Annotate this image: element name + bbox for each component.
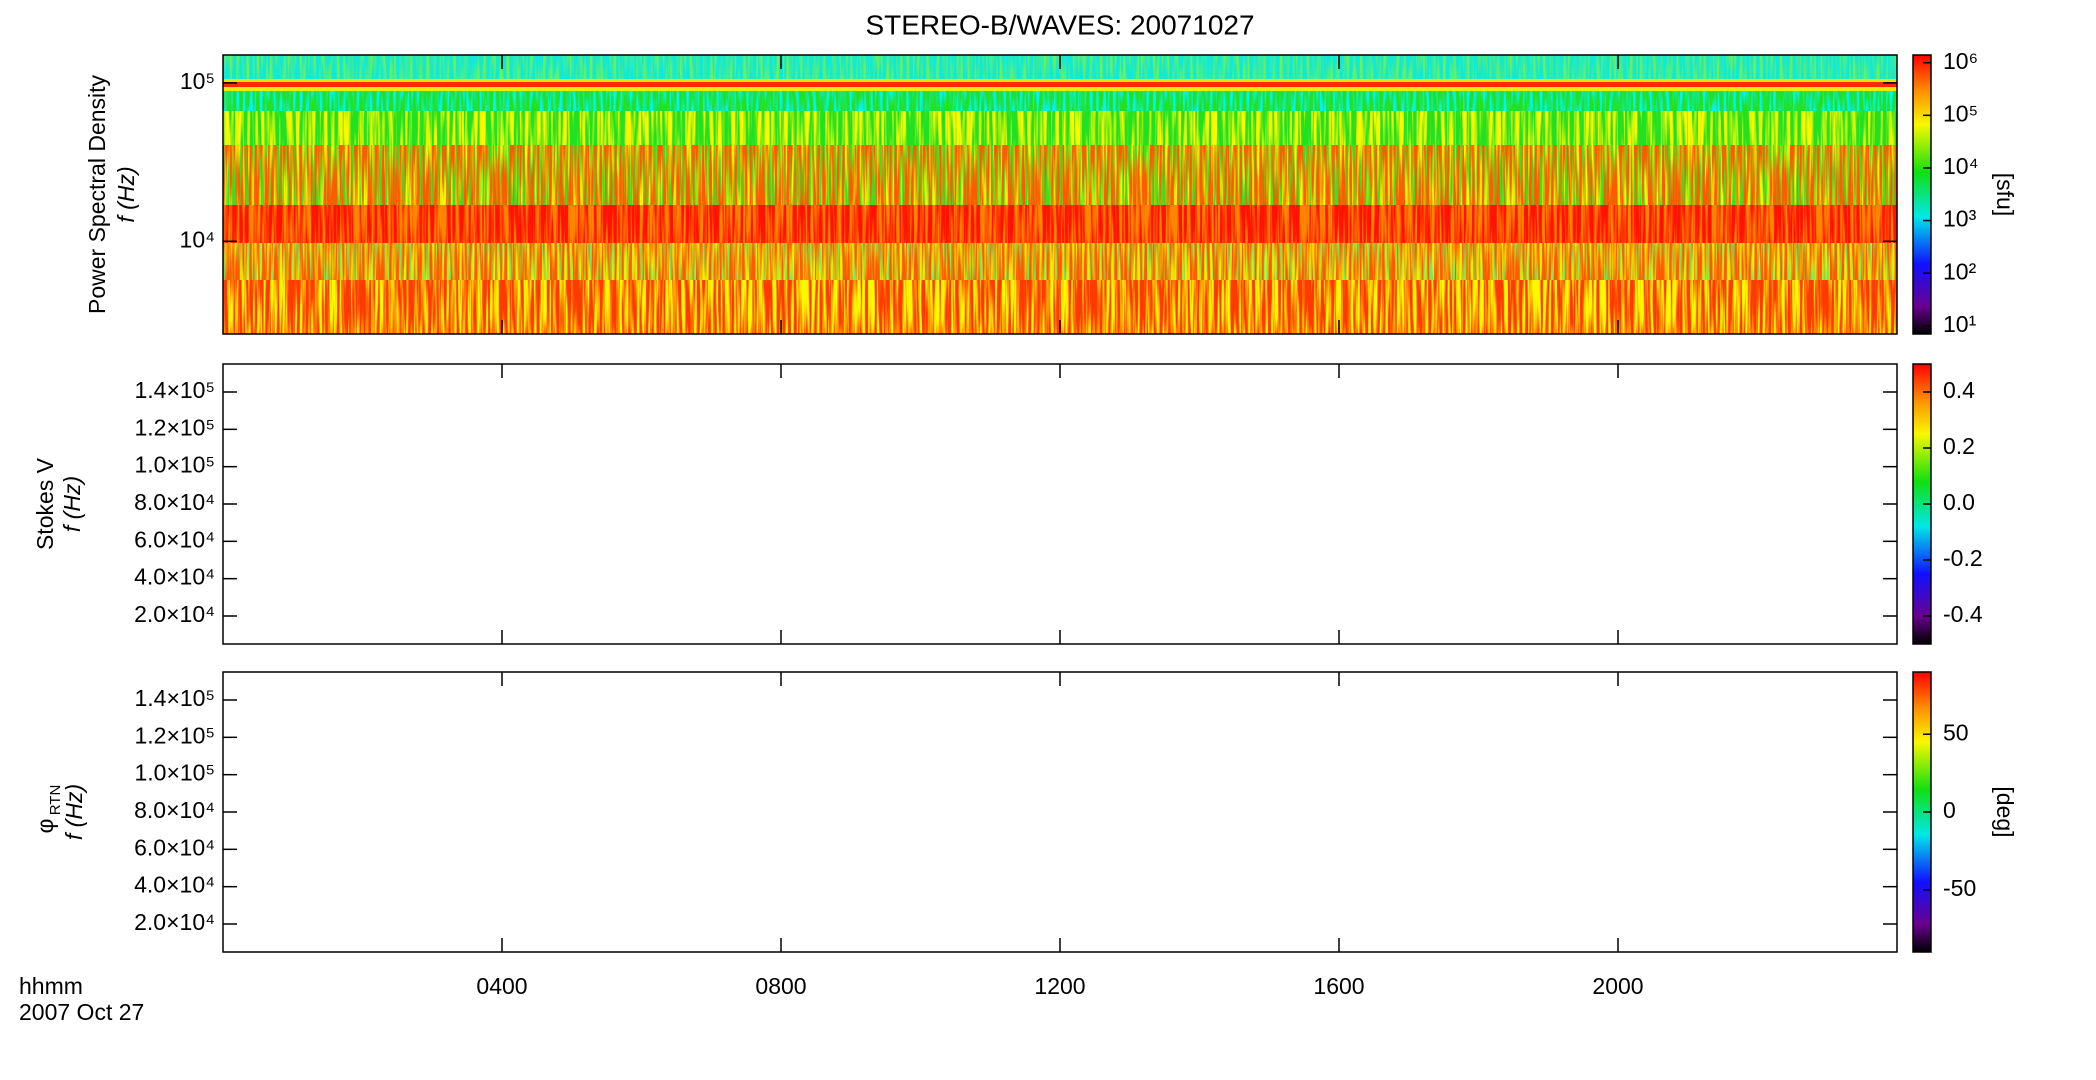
y-axis-label: f (Hz) (61, 784, 87, 840)
y-tick-label: 2.0×10⁴ (134, 909, 215, 935)
y-axis-label: f (Hz) (113, 166, 139, 222)
plot-frame (222, 363, 1898, 645)
y-axis-label: Stokes V (32, 457, 58, 550)
colorbar-tick-label: -0.4 (1943, 601, 1983, 627)
colorbar-tick-label: 10⁴ (1943, 153, 1978, 179)
y-tick-label: 8.0×10⁴ (134, 489, 215, 515)
y-tick-label: 1.0×10⁵ (134, 760, 215, 786)
spectrogram-image (223, 55, 1897, 334)
colorbar-label: [deg] (1992, 786, 2018, 837)
x-tick-label: 0800 (755, 973, 806, 999)
chart-title: STEREO-B/WAVES: 20071027 (865, 9, 1254, 40)
colorbar-tick-label: 0.0 (1943, 489, 1975, 515)
y-axis-label-subscript: RTN (47, 785, 64, 816)
y-tick-label: 10⁴ (180, 226, 215, 252)
colorbar-tick-label: 0.2 (1943, 433, 1975, 459)
y-axis-label: Power Spectral Density (84, 74, 110, 314)
colorbar-tick-label: 0.4 (1943, 377, 1975, 403)
y-axis-label: φ (32, 819, 58, 834)
y-tick-label: 6.0×10⁴ (134, 526, 215, 552)
colorbar-tick-label: 10¹ (1943, 311, 1977, 337)
colorbar-label: [sfu] (1992, 173, 2018, 216)
y-tick-label: 2.0×10⁴ (134, 601, 215, 627)
colorbar-tick-label: 0 (1943, 797, 1956, 823)
x-tick-label: 0400 (476, 973, 527, 999)
y-tick-label: 4.0×10⁴ (134, 564, 215, 590)
y-tick-label: 4.0×10⁴ (134, 872, 215, 898)
colorbar-tick-label: 10⁶ (1943, 48, 1978, 74)
colorbar-tick-label: -50 (1943, 875, 1976, 901)
x-tick-label: 2000 (1592, 973, 1643, 999)
time-format-label: hhmm (19, 973, 83, 999)
y-tick-label: 1.2×10⁵ (134, 414, 215, 440)
colorbar-tick-label: 10² (1943, 258, 1977, 284)
plot-frame (222, 671, 1898, 953)
y-tick-label: 1.0×10⁵ (134, 452, 215, 478)
y-tick-label: 1.4×10⁵ (134, 685, 215, 711)
date-label: 2007 Oct 27 (19, 999, 144, 1025)
colorbar-tick-label: 10³ (1943, 206, 1977, 232)
x-tick-label: 1600 (1313, 973, 1364, 999)
colorbar-tick-label: 10⁵ (1943, 100, 1978, 126)
y-tick-label: 1.4×10⁵ (134, 377, 215, 403)
colorbar (1912, 54, 1932, 335)
y-tick-label: 8.0×10⁴ (134, 797, 215, 823)
y-tick-label: 6.0×10⁴ (134, 834, 215, 860)
colorbar-tick-label: 50 (1943, 719, 1969, 745)
colorbar-tick-label: -0.2 (1943, 545, 1983, 571)
y-tick-label: 10⁵ (180, 68, 215, 94)
x-tick-label: 1200 (1034, 973, 1085, 999)
y-tick-label: 1.2×10⁵ (134, 722, 215, 748)
y-axis-label: f (Hz) (59, 476, 85, 532)
